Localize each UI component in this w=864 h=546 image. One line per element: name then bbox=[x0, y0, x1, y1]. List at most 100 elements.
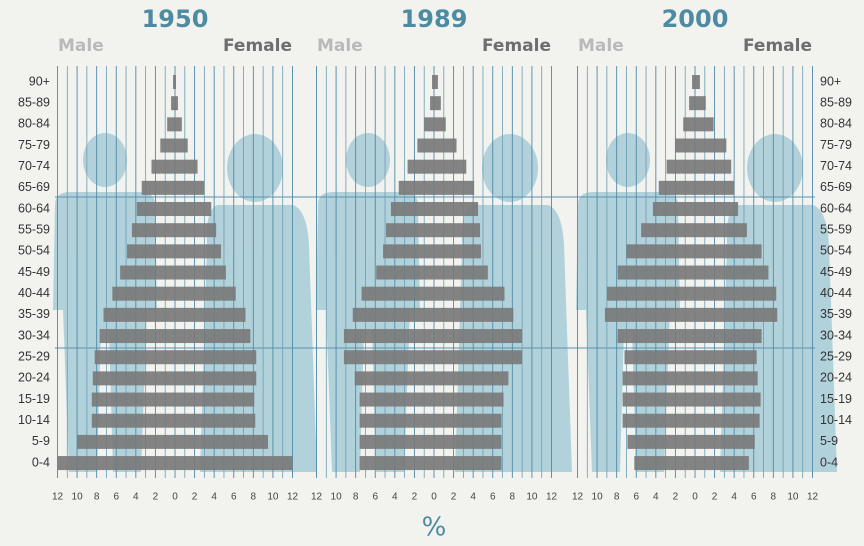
bar bbox=[408, 160, 434, 174]
x-tick-label: 10 bbox=[72, 492, 84, 503]
x-tick-label: 0 bbox=[431, 492, 437, 503]
bar bbox=[399, 181, 434, 195]
age-label: 35-39 bbox=[820, 307, 852, 321]
bar bbox=[626, 244, 695, 258]
bar bbox=[175, 181, 204, 195]
bar bbox=[160, 139, 175, 153]
bar bbox=[175, 393, 254, 407]
bar bbox=[58, 456, 176, 470]
chart: % 90+90+85-8985-8980-8480-8475-7975-7970… bbox=[0, 0, 864, 542]
bar bbox=[434, 414, 502, 428]
age-label: 10-14 bbox=[18, 413, 50, 427]
bar bbox=[695, 96, 706, 110]
bar bbox=[424, 117, 434, 131]
bar bbox=[383, 244, 434, 258]
bar bbox=[434, 75, 438, 89]
x-tick-label: 12 bbox=[287, 492, 299, 503]
x-tick-label: 8 bbox=[251, 492, 257, 503]
age-label: 30-34 bbox=[18, 328, 50, 342]
bar bbox=[175, 308, 246, 322]
age-label: 75-79 bbox=[820, 138, 852, 152]
bar bbox=[695, 287, 776, 301]
x-tick-label: 12 bbox=[572, 492, 584, 503]
age-label: 90+ bbox=[820, 74, 841, 88]
x-tick-label: 4 bbox=[133, 492, 139, 503]
bar bbox=[391, 202, 434, 216]
bar bbox=[175, 329, 250, 343]
bar bbox=[434, 266, 488, 280]
x-tick-label: 8 bbox=[771, 492, 777, 503]
bar bbox=[434, 287, 505, 301]
x-tick-label: 10 bbox=[331, 492, 343, 503]
bar bbox=[142, 181, 175, 195]
page: {"chart_data": {"type": "pyramid", "cate… bbox=[0, 0, 864, 542]
bar bbox=[355, 371, 434, 385]
x-axis-label: % bbox=[422, 513, 447, 543]
legend-label: Female bbox=[223, 36, 292, 56]
bar bbox=[95, 350, 175, 364]
age-label: 50-54 bbox=[820, 244, 852, 258]
bar bbox=[112, 287, 175, 301]
bar bbox=[434, 329, 522, 343]
bar bbox=[167, 117, 175, 131]
age-label: 75-79 bbox=[18, 138, 50, 152]
legend-label: Male bbox=[58, 36, 104, 56]
x-tick-label: 2 bbox=[673, 492, 679, 503]
bar bbox=[689, 96, 695, 110]
bar bbox=[175, 435, 268, 449]
x-tick-label: 4 bbox=[731, 492, 737, 503]
bar bbox=[171, 96, 175, 110]
age-label: 50-54 bbox=[18, 244, 50, 258]
bar bbox=[434, 96, 441, 110]
bar bbox=[77, 435, 175, 449]
bar bbox=[667, 160, 695, 174]
age-label: 0-4 bbox=[32, 455, 50, 469]
age-label: 5-9 bbox=[820, 434, 838, 448]
bar bbox=[92, 393, 175, 407]
age-label: 80-84 bbox=[18, 117, 50, 131]
x-tick-label: 4 bbox=[211, 492, 217, 503]
bar bbox=[175, 139, 188, 153]
bar bbox=[175, 75, 176, 89]
bar bbox=[344, 350, 434, 364]
age-label: 10-14 bbox=[820, 413, 852, 427]
x-tick-label: 12 bbox=[311, 492, 323, 503]
x-tick-label: 4 bbox=[470, 492, 476, 503]
x-tick-label: 2 bbox=[412, 492, 418, 503]
bar bbox=[695, 350, 757, 364]
x-tick-label: 10 bbox=[267, 492, 279, 503]
bar bbox=[623, 393, 695, 407]
bar bbox=[627, 435, 695, 449]
x-tick-label: 6 bbox=[113, 492, 119, 503]
bar bbox=[695, 393, 761, 407]
bar bbox=[434, 223, 480, 237]
bar bbox=[434, 435, 502, 449]
age-label: 85-89 bbox=[18, 95, 50, 109]
age-label: 40-44 bbox=[18, 286, 50, 300]
age-label: 15-19 bbox=[820, 392, 852, 406]
bar bbox=[618, 329, 695, 343]
age-label: 20-24 bbox=[820, 371, 852, 385]
age-label: 45-49 bbox=[820, 265, 852, 279]
bar bbox=[695, 117, 714, 131]
x-tick-label: 6 bbox=[231, 492, 237, 503]
bar bbox=[360, 393, 434, 407]
bar bbox=[175, 244, 221, 258]
x-tick-label: 6 bbox=[751, 492, 757, 503]
bar bbox=[175, 350, 256, 364]
age-label: 60-64 bbox=[18, 201, 50, 215]
x-tick-label: 12 bbox=[807, 492, 819, 503]
bar bbox=[137, 202, 175, 216]
bar bbox=[417, 139, 434, 153]
bar bbox=[434, 456, 502, 470]
bar bbox=[360, 435, 434, 449]
bar bbox=[607, 287, 695, 301]
x-tick-label: 10 bbox=[592, 492, 604, 503]
bar bbox=[175, 96, 178, 110]
age-label: 65-69 bbox=[820, 180, 852, 194]
bar bbox=[434, 181, 474, 195]
legend-label: Male bbox=[317, 36, 363, 56]
bar bbox=[695, 266, 768, 280]
x-tick-label: 12 bbox=[52, 492, 64, 503]
bar bbox=[634, 456, 695, 470]
